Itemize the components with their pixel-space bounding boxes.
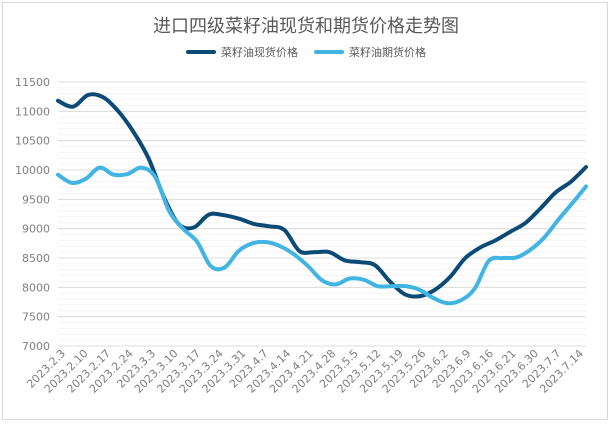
- y-tick-label: 8500: [22, 252, 50, 265]
- y-tick-label: 7500: [22, 311, 50, 324]
- y-tick-label: 8000: [22, 281, 50, 294]
- legend-label-futures: 菜籽油期货价格: [349, 46, 426, 59]
- chart-title: 进口四级菜籽油现货和期货价格走势图: [153, 16, 459, 37]
- legend-item-spot: 菜籽油现货价格: [186, 44, 298, 60]
- series-line-spot: [56, 92, 588, 299]
- y-tick-label: 11500: [15, 76, 50, 89]
- y-tick-label: 10500: [15, 135, 50, 148]
- y-tick-label: 7000: [22, 340, 50, 353]
- series-line-futures: [56, 165, 588, 306]
- legend-item-futures: 菜籽油期货价格: [314, 44, 426, 60]
- legend-swatch-spot: [186, 50, 216, 54]
- y-tick-label: 10000: [15, 164, 50, 177]
- legend: 菜籽油现货价格 菜籽油期货价格: [0, 44, 612, 60]
- y-tick-label: 9500: [22, 193, 50, 206]
- y-tick-label: 9000: [22, 223, 50, 236]
- y-tick-label: 11000: [15, 105, 50, 118]
- legend-swatch-futures: [314, 50, 344, 54]
- legend-label-spot: 菜籽油现货价格: [221, 46, 298, 59]
